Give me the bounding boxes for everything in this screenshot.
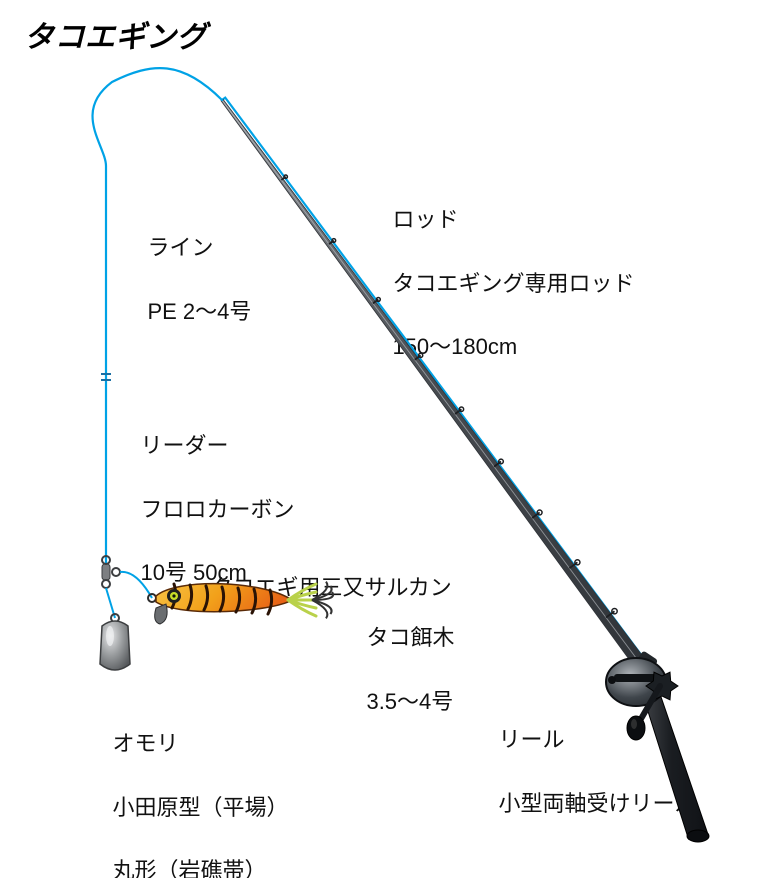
sinker [100, 614, 130, 670]
three-way-swivel [102, 556, 152, 618]
tako-egi-lure [148, 582, 333, 624]
diagram-svg [0, 0, 768, 878]
diagram-canvas: タコエギング ライン PE 2～4号 ロッド タコエギング専用ロッド 150～1… [0, 0, 768, 878]
main-line [93, 68, 222, 564]
